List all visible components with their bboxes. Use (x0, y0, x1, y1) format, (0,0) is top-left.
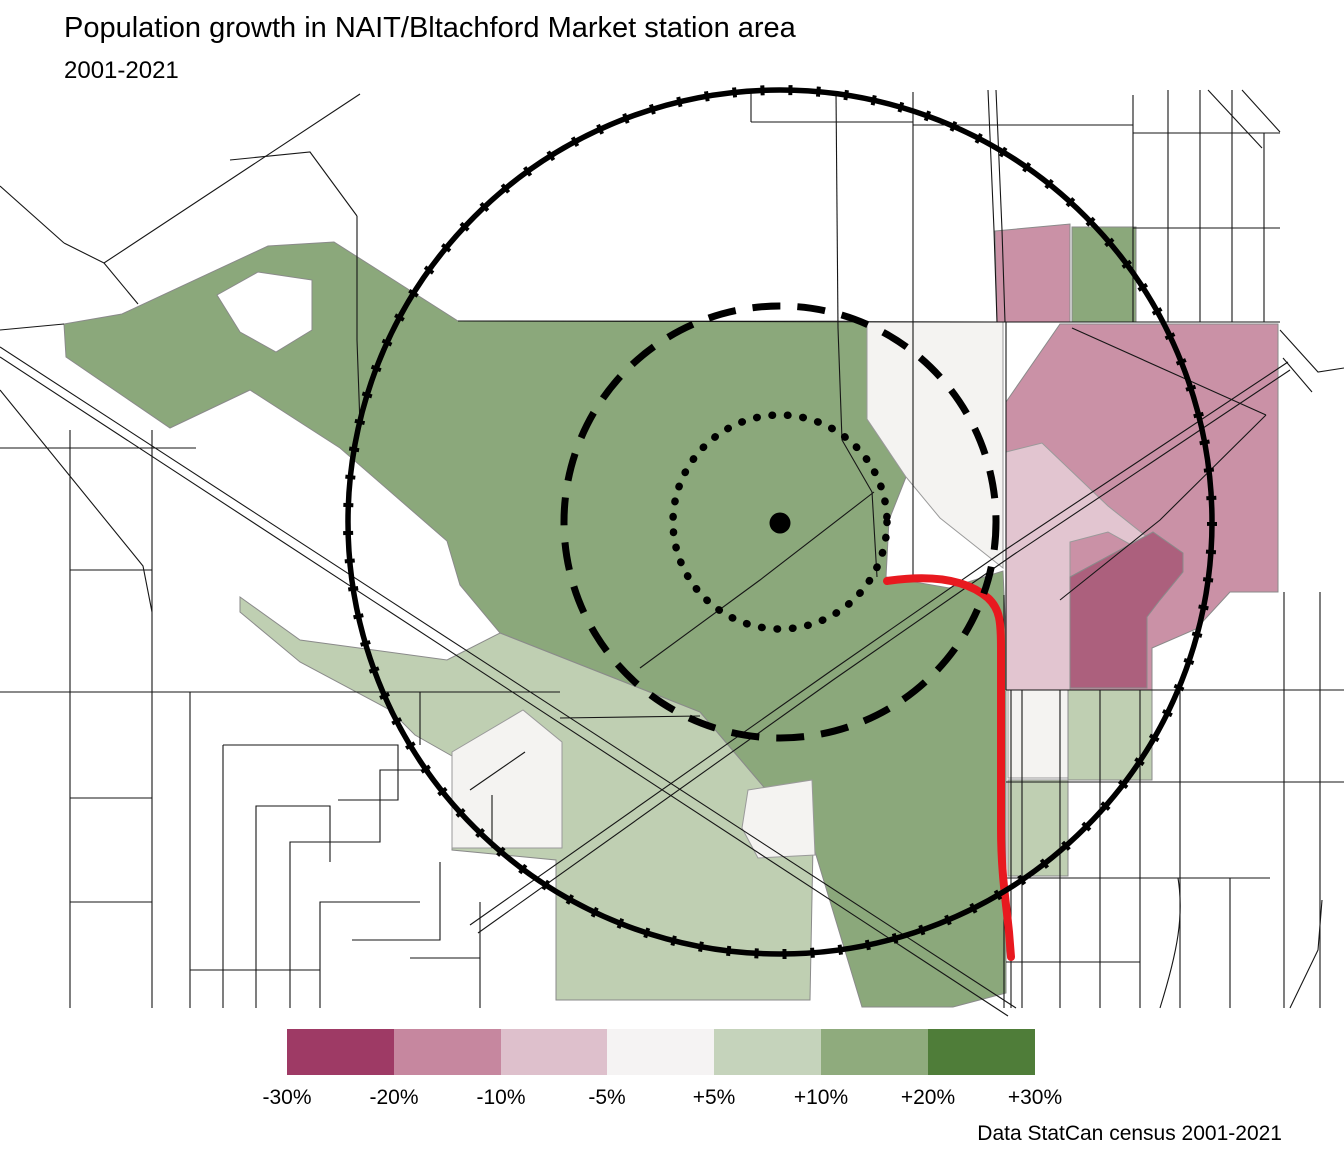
legend-label-plus20: +20% (900, 1086, 956, 1109)
lrt-line (883, 574, 1015, 961)
page-subtitle: 2001-2021 (64, 57, 179, 84)
legend-label-minus5: -5% (588, 1086, 626, 1109)
legend-axis-labels: -30% -20% -10% -5% +5% +10% +20% +30% (262, 1086, 1062, 1112)
region-neutral-right (1007, 689, 1069, 779)
outer-ring-bumps (343, 85, 1217, 959)
station-rings (343, 85, 1217, 959)
region-white-notch (216, 271, 313, 353)
legend-label-plus30: +30% (1007, 1086, 1063, 1109)
street-network (0, 89, 1344, 1017)
legend-swatch-minus30-minus20 (287, 1029, 394, 1075)
region-light-green-right-b (1007, 779, 1069, 877)
legend-swatch-minus20-minus10 (393, 1029, 501, 1075)
station-center-dot (769, 512, 791, 534)
legend-label-minus20: -20% (369, 1086, 419, 1109)
growth-polygons (63, 223, 1279, 1008)
legend-swatch-plus20-plus30 (927, 1029, 1035, 1075)
legend-label-plus5: +5% (692, 1086, 736, 1109)
legend-swatch-minus5-plus5 (607, 1029, 715, 1075)
region-neutral-small (741, 779, 816, 859)
legend-label-minus10: -10% (476, 1086, 526, 1109)
region-green-north-block (1071, 226, 1137, 323)
page-title: Population growth in NAIT/Bltachford Mar… (64, 12, 796, 44)
region-pink-north-block (994, 223, 1071, 323)
legend-color-bar (287, 1029, 1035, 1075)
legend-swatch-plus5-plus10 (714, 1029, 821, 1075)
legend-swatch-plus10-plus20 (820, 1029, 928, 1075)
region-neutral-subdivision (451, 709, 563, 849)
middle-ring-dashed (560, 302, 1000, 742)
legend-swatch-minus10-minus5 (500, 1029, 608, 1075)
inner-ring-dotted (669, 411, 891, 633)
legend-label-plus10: +10% (793, 1086, 849, 1109)
legend-label-minus30: -30% (262, 1086, 312, 1109)
region-dark-pink (1069, 531, 1184, 689)
data-source-caption: Data StatCan census 2001-2021 (977, 1122, 1282, 1145)
